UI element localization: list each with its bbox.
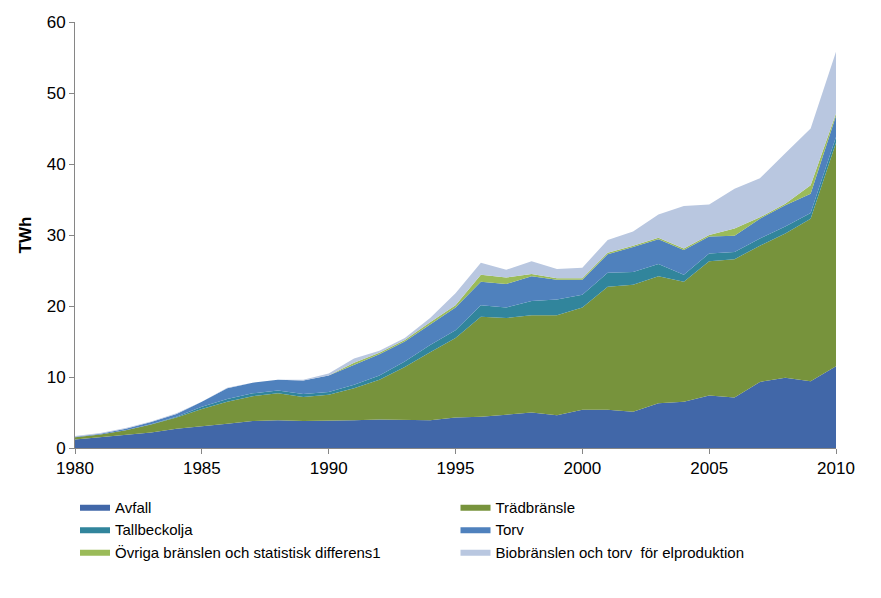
- svg-text:2000: 2000: [563, 459, 601, 478]
- svg-text:1990: 1990: [310, 459, 348, 478]
- svg-text:20: 20: [47, 297, 66, 316]
- svg-text:1985: 1985: [183, 459, 221, 478]
- svg-text:30: 30: [47, 226, 66, 245]
- svg-text:Torv: Torv: [496, 521, 525, 538]
- svg-text:1995: 1995: [437, 459, 475, 478]
- svg-text:Biobränslen och torv för elpr: Biobränslen och torv för elproduktion: [496, 544, 744, 561]
- svg-text:0: 0: [56, 439, 65, 458]
- svg-text:2010: 2010: [817, 459, 855, 478]
- svg-text:TWh: TWh: [16, 217, 35, 254]
- svg-text:40: 40: [47, 155, 66, 174]
- svg-text:Avfall: Avfall: [115, 499, 151, 516]
- svg-text:10: 10: [47, 368, 66, 387]
- svg-text:Tallbeckolja: Tallbeckolja: [115, 521, 193, 538]
- svg-text:1980: 1980: [56, 459, 94, 478]
- svg-text:Trädbränsle: Trädbränsle: [496, 499, 575, 516]
- svg-text:Övriga bränslen och statistisk: Övriga bränslen och statistisk differens…: [115, 544, 381, 561]
- svg-text:60: 60: [47, 13, 66, 32]
- svg-text:50: 50: [47, 84, 66, 103]
- svg-text:2005: 2005: [690, 459, 728, 478]
